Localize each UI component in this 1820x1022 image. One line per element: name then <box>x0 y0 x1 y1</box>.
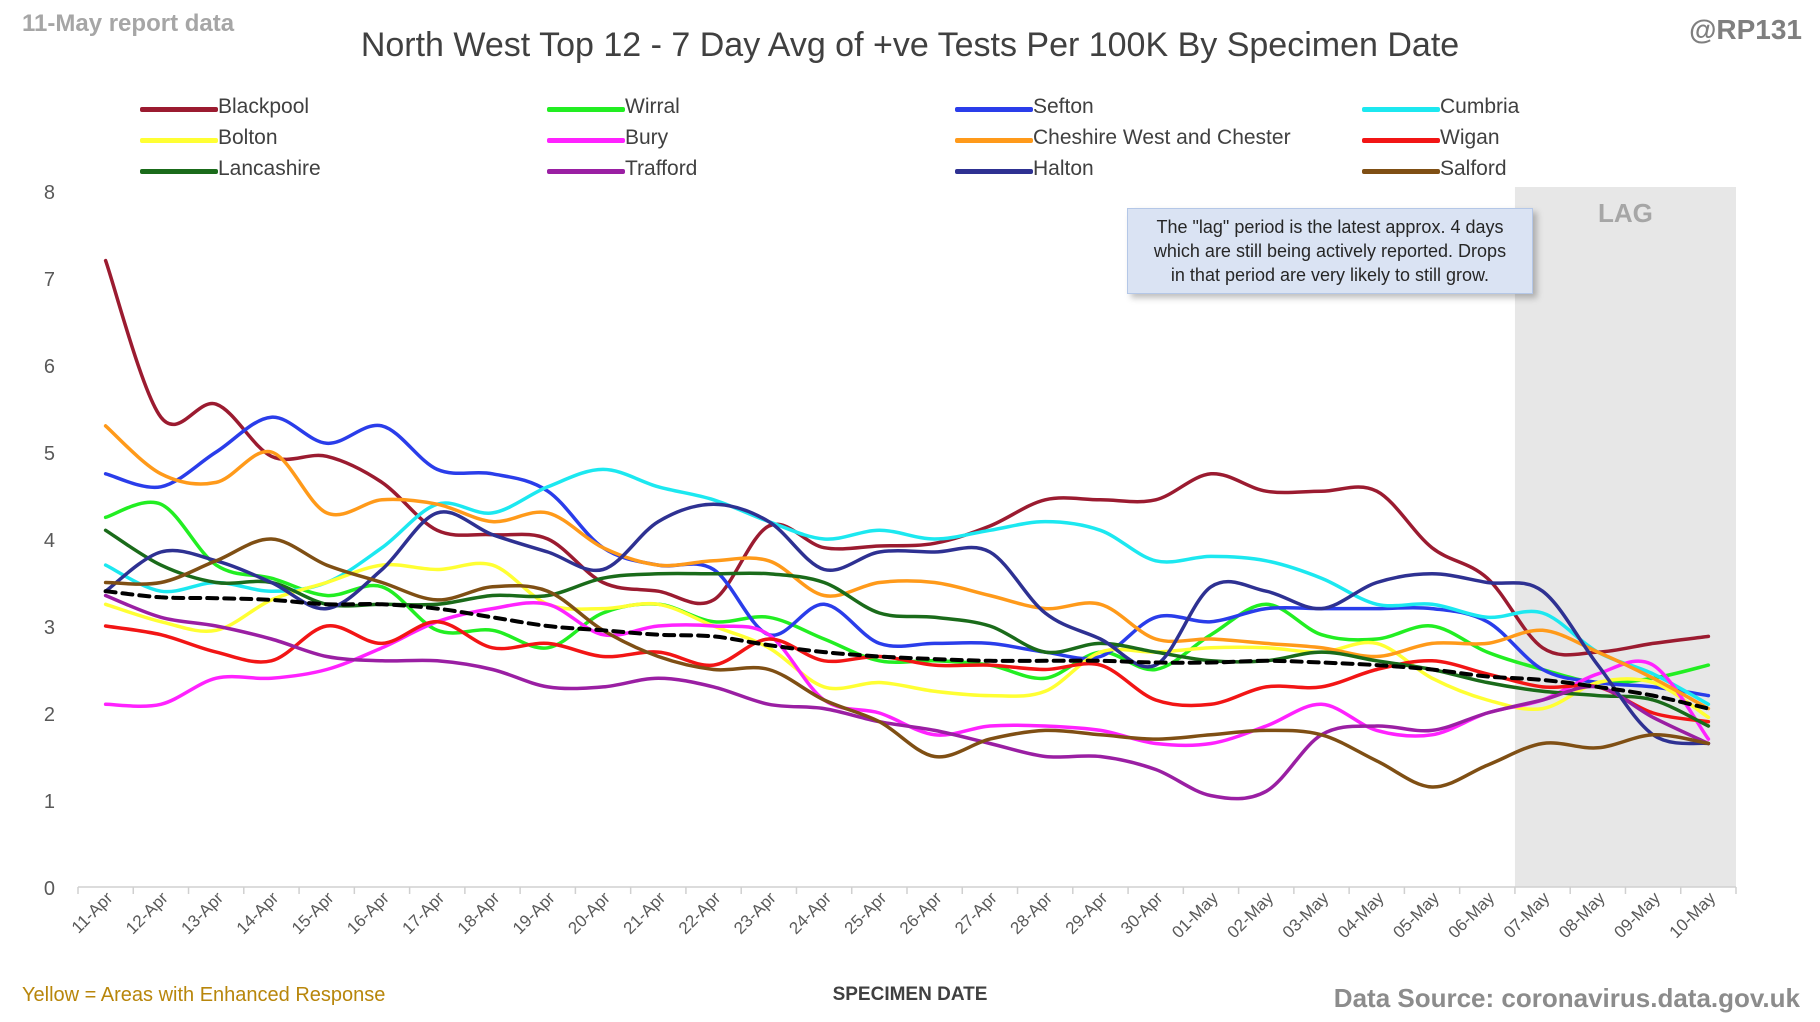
y-tick-label: 6 <box>44 356 55 378</box>
legend-swatch <box>1362 169 1440 174</box>
x-tick-label: 29-Apr <box>1062 888 1112 938</box>
x-tick-label: 01-May <box>1168 888 1222 942</box>
legend: Blackpool Wirral Sefton Cumbria Bolton Bury Ch… <box>140 94 1780 190</box>
series-line-salford <box>103 537 1711 789</box>
legend-label: Trafford <box>625 157 698 180</box>
lag-band <box>1514 187 1736 887</box>
x-tick-label: 24-Apr <box>785 888 835 938</box>
x-tick-label: 14-Apr <box>233 888 283 938</box>
x-axis-ticks: 11-Apr 12-Apr 13-Apr 14-Apr 15-Apr 16-Apr 17-A… <box>68 887 1737 942</box>
series-line-bolton <box>103 561 1711 720</box>
legend-swatch <box>547 169 625 174</box>
x-tick-label: 27-Apr <box>951 888 1001 938</box>
x-tick-label: 03-May <box>1279 888 1333 942</box>
legend-label: Cheshire West and Chester <box>1033 126 1291 149</box>
x-tick-label: 26-Apr <box>896 888 946 938</box>
legend-label: Wirral <box>625 95 680 118</box>
x-tick-label: 05-May <box>1389 888 1443 942</box>
legend-swatch <box>955 107 1033 112</box>
x-tick-label: 07-May <box>1500 888 1554 942</box>
y-tick-label: 1 <box>44 791 55 813</box>
lag-label: LAG <box>1598 198 1653 228</box>
series-line-wirral <box>103 500 1711 685</box>
x-tick-label: 10-May <box>1666 888 1720 942</box>
y-tick-label: 8 <box>44 182 55 204</box>
legend-swatch <box>955 169 1033 174</box>
x-tick-label: 28-Apr <box>1006 888 1056 938</box>
x-tick-label: 06-May <box>1445 888 1499 942</box>
legend-label: Wigan <box>1440 126 1500 149</box>
y-tick-label: 0 <box>44 878 55 900</box>
x-tick-label: 04-May <box>1334 888 1388 942</box>
series-layer <box>103 258 1711 801</box>
legend-swatch <box>955 138 1033 143</box>
legend-label: Salford <box>1440 157 1507 180</box>
legend-label: Lancashire <box>218 157 321 180</box>
x-tick-label: 21-Apr <box>620 888 670 938</box>
legend-swatch <box>140 169 218 174</box>
series-line-cumbria <box>103 467 1711 707</box>
lag-note-line: The "lag" period is the latest approx. 4… <box>1156 217 1504 237</box>
legend-swatch <box>1362 138 1440 143</box>
x-tick-label: 02-May <box>1224 888 1278 942</box>
series-line-blackpool <box>103 258 1711 657</box>
x-tick-label: 15-Apr <box>288 888 338 938</box>
legend-label: Bury <box>625 126 669 149</box>
x-tick-label: 30-Apr <box>1117 888 1167 938</box>
legend-label: Bolton <box>218 126 278 149</box>
x-tick-label: 23-Apr <box>730 888 780 938</box>
legend-label: Cumbria <box>1440 95 1520 118</box>
series-line-trafford <box>103 593 1711 801</box>
legend-swatch <box>1362 107 1440 112</box>
y-tick-label: 7 <box>44 269 55 291</box>
y-tick-label: 3 <box>44 617 55 639</box>
x-tick-label: 08-May <box>1555 888 1609 942</box>
legend-swatch <box>140 107 218 112</box>
y-tick-label: 4 <box>44 530 55 552</box>
series-line-average <box>103 589 1711 711</box>
data-source-note: Data Source: coronavirus.data.gov.uk <box>1333 983 1800 1013</box>
chart-title: North West Top 12 - 7 Day Avg of +ve Tes… <box>360 26 1460 64</box>
legend-swatch <box>547 107 625 112</box>
x-tick-label: 25-Apr <box>841 888 891 938</box>
x-tick-label: 12-Apr <box>122 888 172 938</box>
y-axis-ticks: 0 1 2 3 4 5 6 7 8 <box>44 182 55 900</box>
legend-label: Sefton <box>1033 95 1094 118</box>
x-axis-title: SPECIMEN DATE <box>832 984 988 1005</box>
report-date: 11-May report data <box>22 10 235 37</box>
y-tick-label: 5 <box>44 443 55 465</box>
author-handle: @RP131 <box>1689 14 1802 45</box>
series-line-cheshire-west-and-chester <box>103 424 1711 711</box>
x-tick-label: 11-Apr <box>68 888 117 937</box>
x-tick-label: 09-May <box>1610 888 1664 942</box>
x-tick-label: 20-Apr <box>564 888 614 938</box>
lag-note-line: in that period are very likely to still … <box>1170 265 1490 285</box>
x-tick-label: 22-Apr <box>675 888 725 938</box>
y-tick-label: 2 <box>44 704 55 726</box>
x-tick-label: 16-Apr <box>343 888 393 938</box>
legend-label: Halton <box>1033 157 1094 180</box>
x-tick-label: 19-Apr <box>509 888 559 938</box>
legend-swatch <box>547 138 625 143</box>
legend-swatch <box>140 138 218 143</box>
enhanced-response-note: Yellow = Areas with Enhanced Response <box>22 984 386 1006</box>
lag-note-line: which are still being actively reported.… <box>1153 241 1507 261</box>
series-line-halton <box>103 502 1711 746</box>
x-tick-label: 13-Apr <box>177 888 227 938</box>
series-line-sefton <box>103 415 1711 698</box>
series-line-wigan <box>103 619 1711 724</box>
lag-note-box: The "lag" period is the latest approx. 4… <box>1127 208 1533 294</box>
legend-label: Blackpool <box>218 95 310 118</box>
x-tick-label: 18-Apr <box>454 888 504 938</box>
x-tick-label: 17-Apr <box>399 888 449 938</box>
